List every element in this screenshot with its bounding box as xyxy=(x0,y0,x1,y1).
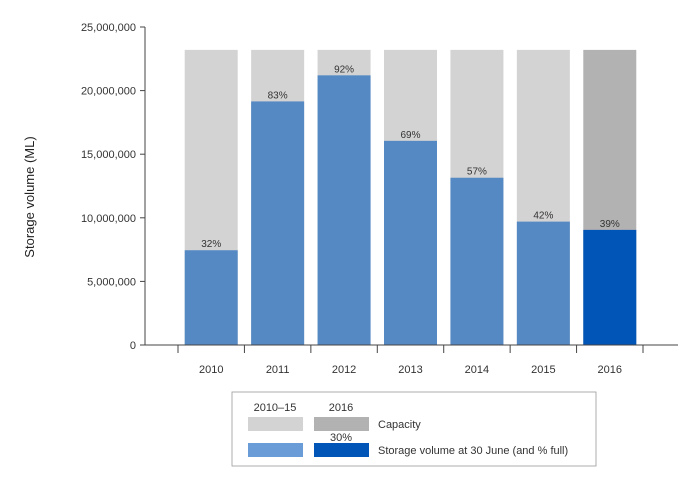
percent-full-label: 39% xyxy=(600,219,620,230)
x-tick-label: 2012 xyxy=(332,364,356,376)
legend-swatch-storage-current xyxy=(314,443,369,457)
y-tick-label: 5,000,000 xyxy=(87,276,136,288)
storage-bar xyxy=(251,101,305,345)
storage-bar xyxy=(184,250,238,345)
storage-bar xyxy=(450,177,504,345)
legend-header-past: 2010–15 xyxy=(254,402,297,414)
storage-bar xyxy=(317,75,371,345)
legend: 2010–15 2016 Capacity 30% Storage volume… xyxy=(231,391,597,467)
percent-full-label: 32% xyxy=(201,239,221,250)
y-axis-title: Storage volume (ML) xyxy=(22,136,37,257)
x-tick-label: 2014 xyxy=(465,364,489,376)
legend-swatch-storage-past xyxy=(248,443,303,457)
x-tick-label: 2010 xyxy=(199,364,223,376)
percent-full-label: 69% xyxy=(400,130,420,141)
x-tick-label: 2013 xyxy=(398,364,422,376)
x-tick-label: 2011 xyxy=(266,364,290,376)
percent-full-label: 92% xyxy=(334,64,354,75)
bars-group: 32% 83% 92% 69% 57% 42% 39% xyxy=(184,49,637,346)
legend-swatch-capacity-past xyxy=(248,417,303,431)
legend-swatch-capacity-current xyxy=(314,417,369,431)
storage-bar xyxy=(583,229,637,345)
y-tick-label: 20,000,000 xyxy=(81,86,136,98)
legend-pct-sample: 30% xyxy=(330,432,352,444)
legend-header-current: 2016 xyxy=(329,402,353,414)
percent-full-label: 42% xyxy=(533,211,553,222)
storage-bar xyxy=(516,221,570,345)
percent-full-label: 83% xyxy=(268,90,288,101)
x-tick-label: 2015 xyxy=(531,364,555,376)
y-tick-label: 10,000,000 xyxy=(81,213,136,225)
storage-bar xyxy=(384,140,437,345)
x-axis: 2010 2011 2012 2013 2014 2015 2016 xyxy=(145,344,678,376)
y-tick-label: 0 xyxy=(130,340,136,352)
percent-full-label: 57% xyxy=(467,167,487,178)
y-axis: 0 5,000,000 10,000,000 15,000,000 20,000,000… xyxy=(81,22,146,352)
legend-label-storage: Storage volume at 30 June (and % full) xyxy=(378,445,568,457)
y-tick-label: 15,000,000 xyxy=(81,149,136,161)
x-tick-label: 2016 xyxy=(598,364,622,376)
legend-label-capacity: Capacity xyxy=(378,419,421,431)
y-tick-label: 25,000,000 xyxy=(81,22,136,34)
